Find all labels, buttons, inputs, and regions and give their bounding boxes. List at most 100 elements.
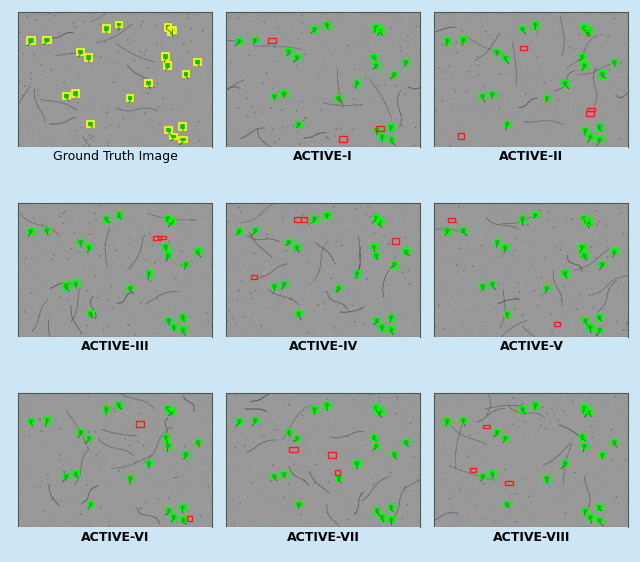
Ellipse shape <box>380 515 384 519</box>
Ellipse shape <box>612 60 616 64</box>
Ellipse shape <box>588 134 592 139</box>
Bar <box>403 59 410 65</box>
Ellipse shape <box>172 325 176 329</box>
Ellipse shape <box>337 96 340 100</box>
Bar <box>328 452 336 458</box>
Ellipse shape <box>168 410 173 414</box>
Ellipse shape <box>445 38 449 43</box>
Bar <box>102 25 110 32</box>
Bar <box>460 417 467 423</box>
Ellipse shape <box>520 407 525 411</box>
Bar <box>470 468 476 472</box>
Bar <box>373 214 379 221</box>
Bar <box>323 21 331 28</box>
Bar <box>153 236 161 240</box>
Ellipse shape <box>533 212 538 217</box>
Bar <box>236 228 242 234</box>
Bar <box>376 219 382 225</box>
Bar <box>502 435 509 441</box>
Ellipse shape <box>166 128 171 132</box>
Bar <box>77 239 84 245</box>
Ellipse shape <box>237 229 241 233</box>
Ellipse shape <box>392 262 396 266</box>
Bar <box>171 324 177 330</box>
Ellipse shape <box>166 508 171 513</box>
Bar <box>86 434 92 441</box>
Bar <box>354 79 360 87</box>
Bar <box>374 507 380 514</box>
Bar <box>194 248 202 255</box>
Ellipse shape <box>104 407 108 411</box>
Ellipse shape <box>597 518 602 522</box>
Bar <box>146 270 152 277</box>
Bar <box>586 134 594 139</box>
Ellipse shape <box>582 25 586 30</box>
Ellipse shape <box>380 325 384 329</box>
Ellipse shape <box>45 38 49 42</box>
Ellipse shape <box>184 452 188 456</box>
Ellipse shape <box>505 312 509 316</box>
Ellipse shape <box>147 81 151 85</box>
Bar <box>136 422 144 427</box>
Bar <box>72 470 79 477</box>
Ellipse shape <box>563 461 567 465</box>
Bar <box>163 434 168 439</box>
Bar <box>127 285 134 291</box>
Bar <box>579 243 586 250</box>
Bar <box>168 28 173 35</box>
Bar <box>195 439 201 445</box>
Ellipse shape <box>64 284 68 288</box>
Text: ACTIVE-II: ACTIVE-II <box>499 150 563 164</box>
Ellipse shape <box>372 55 376 58</box>
Ellipse shape <box>582 63 586 67</box>
Bar <box>611 248 618 255</box>
Bar <box>179 124 186 130</box>
Bar <box>580 443 588 448</box>
Ellipse shape <box>597 328 602 332</box>
Bar <box>323 401 331 408</box>
Bar <box>554 322 559 327</box>
Bar <box>335 285 342 291</box>
Ellipse shape <box>588 515 592 519</box>
Ellipse shape <box>337 476 340 481</box>
Ellipse shape <box>495 239 499 244</box>
Ellipse shape <box>272 94 276 98</box>
Bar <box>582 507 588 513</box>
Ellipse shape <box>481 474 484 478</box>
Bar <box>167 219 174 224</box>
Ellipse shape <box>374 443 378 448</box>
Bar <box>402 248 410 256</box>
Ellipse shape <box>597 505 602 509</box>
Ellipse shape <box>253 38 257 42</box>
Bar <box>598 261 606 267</box>
Ellipse shape <box>172 134 176 139</box>
Bar <box>390 261 397 268</box>
Bar <box>43 227 51 233</box>
Ellipse shape <box>545 286 549 290</box>
Ellipse shape <box>64 94 68 98</box>
Bar <box>392 238 399 244</box>
Bar <box>323 212 331 217</box>
Bar <box>271 473 278 479</box>
Bar <box>164 317 173 323</box>
Bar <box>518 406 527 412</box>
Bar <box>289 447 298 452</box>
Ellipse shape <box>481 94 484 98</box>
Bar <box>596 124 602 130</box>
Bar <box>127 475 134 481</box>
Bar <box>280 471 288 477</box>
Bar <box>166 507 172 514</box>
Bar <box>581 252 588 259</box>
Ellipse shape <box>533 402 538 407</box>
Ellipse shape <box>585 410 589 414</box>
Ellipse shape <box>461 38 465 42</box>
Bar <box>493 238 500 245</box>
Ellipse shape <box>287 239 291 244</box>
Bar <box>294 435 300 441</box>
Ellipse shape <box>296 312 301 316</box>
Ellipse shape <box>389 505 393 509</box>
Bar <box>72 90 79 97</box>
Bar <box>587 108 595 111</box>
Bar <box>335 95 342 101</box>
Bar <box>285 48 292 55</box>
